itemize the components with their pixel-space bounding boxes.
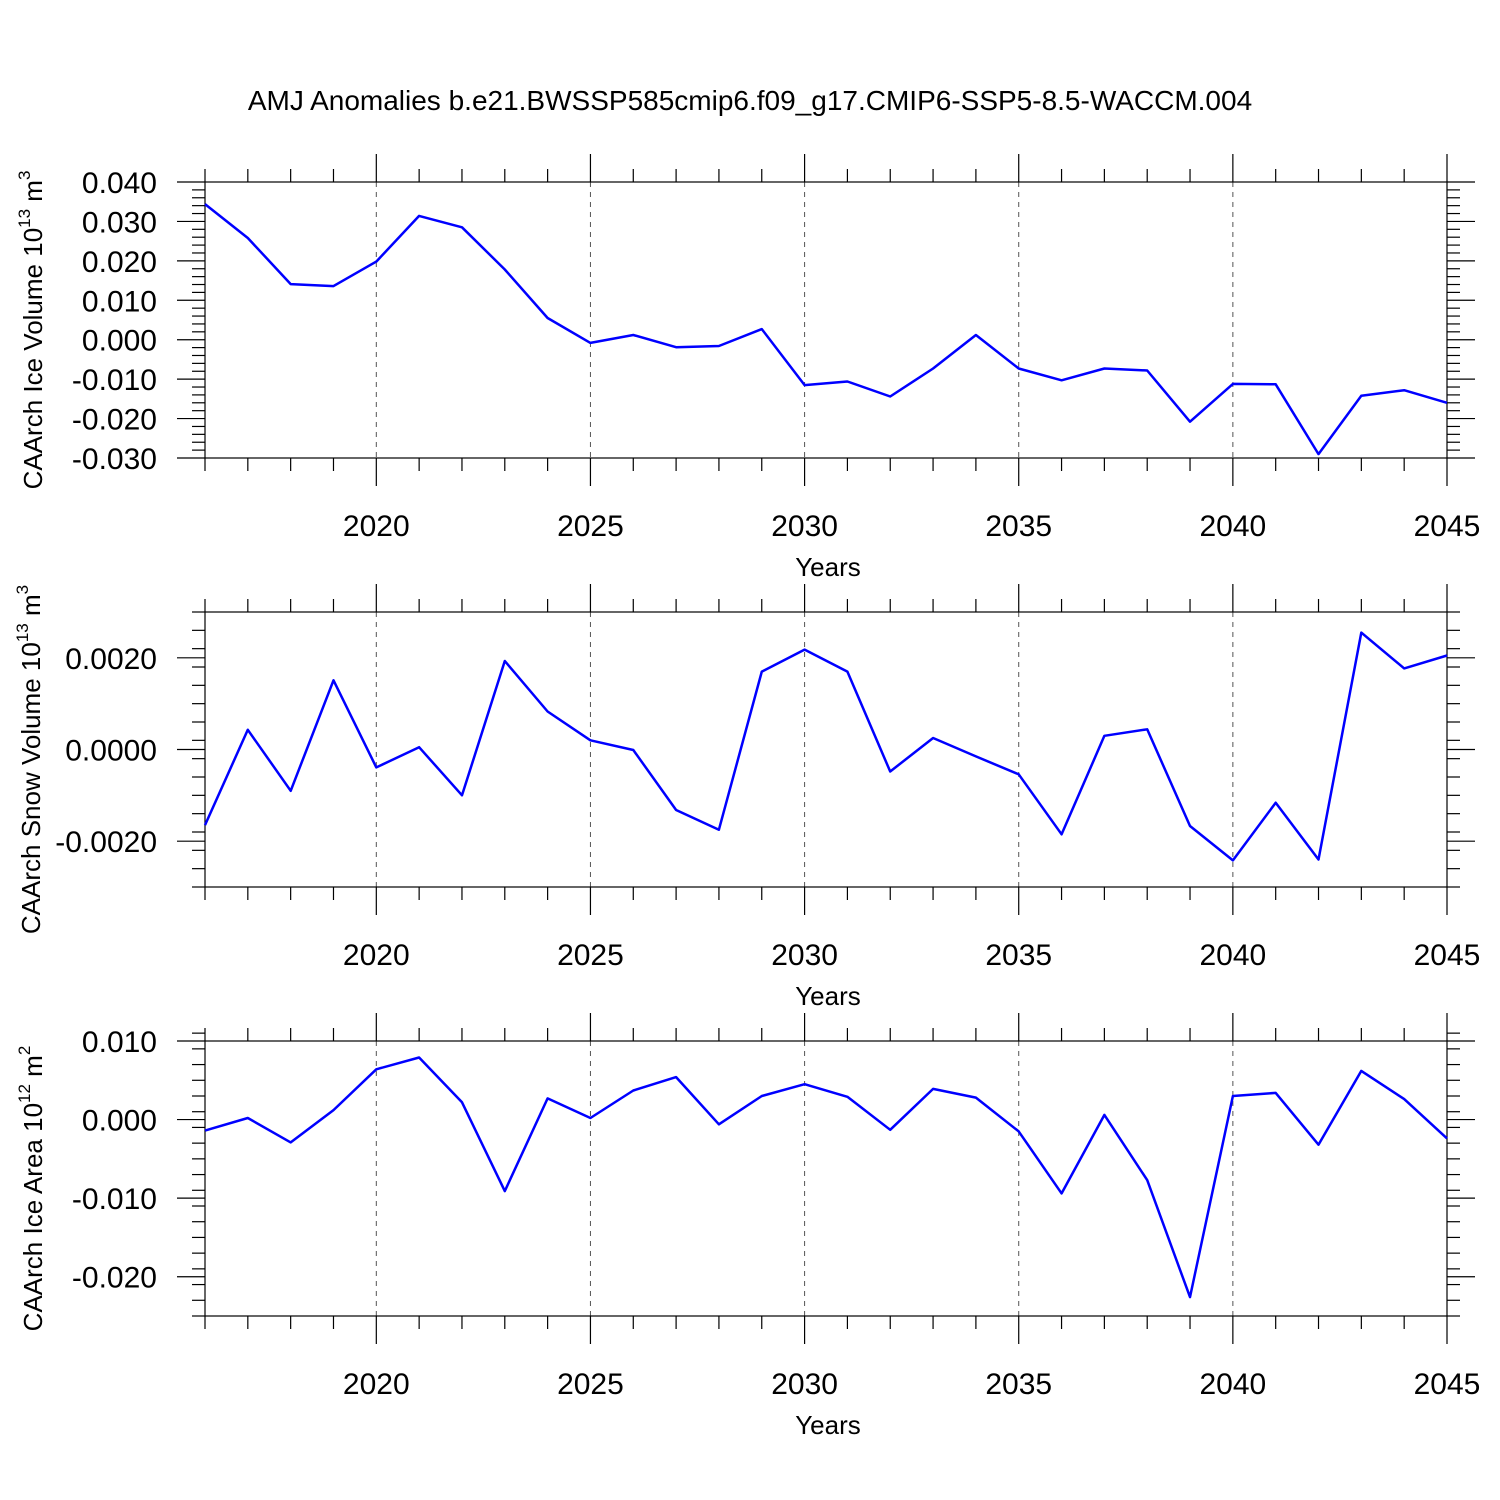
x-tick-label: 2020 xyxy=(343,510,410,543)
y-tick-label: 0.000 xyxy=(82,1105,157,1138)
panel-ice-area: 2020 2025 2030 2035 2040 2045 -0.020 -0.010 0.00… xyxy=(15,1013,1480,1440)
panel-snow-volume: 2020 2025 2030 2035 2040 2045 -0.0020 0.0000 0.0… xyxy=(13,584,1480,1011)
y-tick-label: 0.040 xyxy=(82,167,157,200)
y-tick-label: 0.000 xyxy=(82,325,157,358)
y-axis-title: CAArch Ice Volume 1013 m3 xyxy=(15,171,48,490)
x-tick-label: 2025 xyxy=(557,1368,624,1401)
x-axis-title: Years xyxy=(795,981,861,1011)
y-tick-label: -0.0020 xyxy=(55,826,157,859)
series-line xyxy=(204,203,1448,456)
x-tick-label: 2030 xyxy=(771,1368,838,1401)
x-tick-label: 2030 xyxy=(771,939,838,972)
x-axis-title: Years xyxy=(795,1410,861,1440)
y-tick-label: -0.020 xyxy=(72,1262,157,1295)
x-tick-label: 2030 xyxy=(771,510,838,543)
y-tick-label: 0.010 xyxy=(82,285,157,318)
y-tick-label: -0.010 xyxy=(72,364,157,397)
plot-frame xyxy=(204,181,1448,459)
y-tick-label: 0.010 xyxy=(82,1026,157,1059)
x-tick-label: 2040 xyxy=(1199,1368,1266,1401)
y-tick-label: -0.030 xyxy=(72,443,157,476)
panel-ice-volume: 2020 2025 2030 2035 2040 2045 -0.030 -0.020 -0.0… xyxy=(15,154,1480,582)
plot-frame xyxy=(204,1040,1448,1317)
plot-frame xyxy=(204,611,1448,888)
x-tick-label: 2035 xyxy=(985,510,1052,543)
y-tick-label: 0.030 xyxy=(82,206,157,239)
x-axis-title: Years xyxy=(795,552,861,582)
y-tick-label: 0.0000 xyxy=(65,735,157,768)
x-tick-label: 2020 xyxy=(343,939,410,972)
x-tick-label: 2020 xyxy=(343,1368,410,1401)
x-tick-label: 2025 xyxy=(557,510,624,543)
x-tick-label: 2040 xyxy=(1199,510,1266,543)
series-line xyxy=(203,631,1448,862)
y-axis-title: CAArch Ice Area 1012 m2 xyxy=(15,1046,48,1332)
x-tick-label: 2035 xyxy=(985,1368,1052,1401)
figure-title: AMJ Anomalies b.e21.BWSSP585cmip6.f09_g1… xyxy=(248,85,1252,116)
x-tick-label: 2025 xyxy=(557,939,624,972)
y-axis-title: CAArch Snow Volume 1013 m3 xyxy=(13,585,46,934)
y-tick-label: -0.010 xyxy=(72,1183,157,1216)
x-tick-label: 2045 xyxy=(1414,939,1481,972)
x-tick-label: 2040 xyxy=(1199,939,1266,972)
y-tick-label: 0.020 xyxy=(82,246,157,279)
x-tick-label: 2045 xyxy=(1414,510,1481,543)
x-tick-label: 2035 xyxy=(985,939,1052,972)
x-tick-label: 2045 xyxy=(1414,1368,1481,1401)
y-tick-label: -0.020 xyxy=(72,404,157,437)
y-tick-label: 0.0020 xyxy=(65,643,157,676)
series-line xyxy=(204,1056,1448,1299)
